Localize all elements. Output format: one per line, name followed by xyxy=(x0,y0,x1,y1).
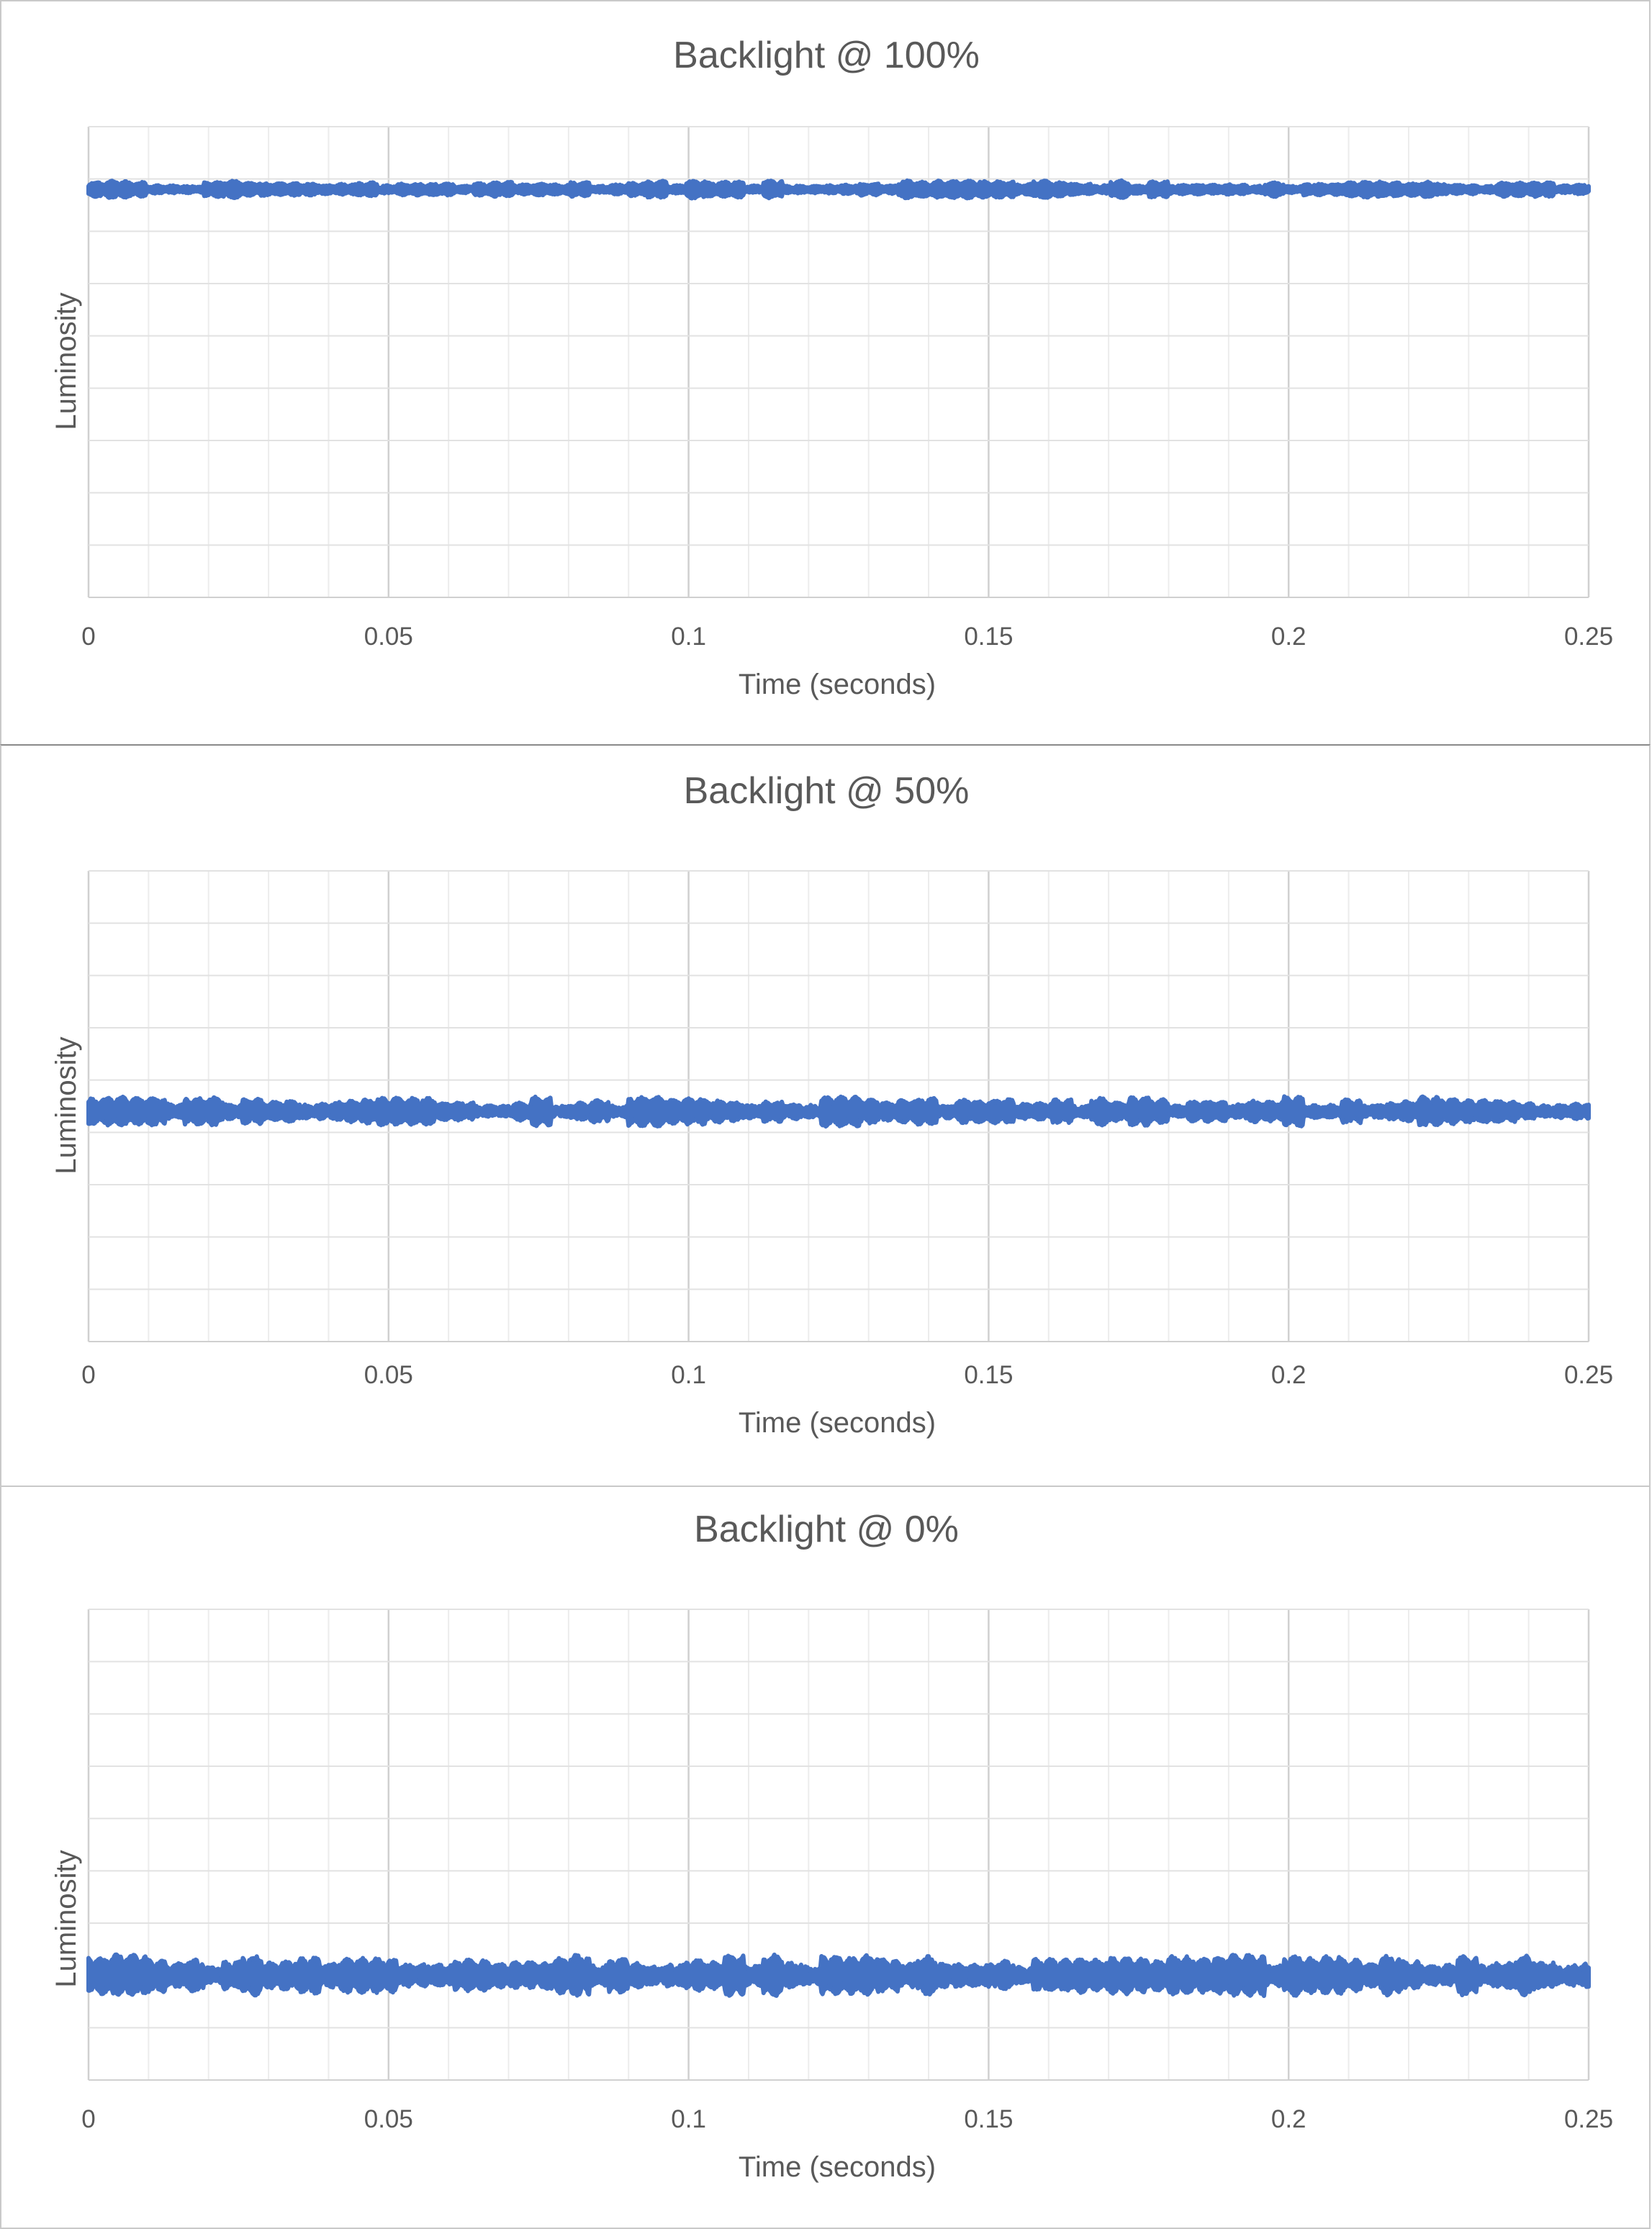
chart-panel-0: Backlight @ 0% 0 0.05 0.1 0.15 0.2 0.25 Time … xyxy=(0,1486,1651,2229)
x-axis-title: Time (seconds) xyxy=(739,1407,936,1439)
x-tick-label: 0.25 xyxy=(1564,1361,1613,1389)
chart-svg: Backlight @ 0% 0 0.05 0.1 0.15 0.2 0.25 Time … xyxy=(50,1509,1613,2183)
x-tick-label: 0.25 xyxy=(1564,623,1613,651)
y-axis-title: Luminosity xyxy=(50,292,82,430)
chart-panel-50: Backlight @ 50% 0 0.05 0.1 0.15 0.2 0.25 Time… xyxy=(0,744,1651,1487)
chart-title: Backlight @ 50% xyxy=(684,770,970,812)
luminosity-series xyxy=(86,178,1591,201)
y-axis-title: Luminosity xyxy=(50,1036,82,1174)
luminosity-series xyxy=(86,1094,1591,1129)
x-tick-label: 0.2 xyxy=(1271,2105,1306,2133)
x-tick-label: 0.15 xyxy=(964,2105,1013,2133)
chart-title: Backlight @ 100% xyxy=(673,35,980,76)
chart-title: Backlight @ 0% xyxy=(694,1509,959,1550)
x-tick-label: 0.2 xyxy=(1271,1361,1306,1389)
x-axis-title: Time (seconds) xyxy=(739,669,936,700)
x-axis-title: Time (seconds) xyxy=(739,2151,936,2183)
luminosity-series xyxy=(86,1952,1591,1999)
chart-svg: Backlight @ 50% 0 0.05 0.1 0.15 0.2 0.25 Time… xyxy=(50,770,1613,1439)
x-tick-label: 0 xyxy=(81,1361,95,1389)
x-tick-label: 0 xyxy=(81,2105,95,2133)
x-tick-label: 0.1 xyxy=(671,623,706,651)
x-tick-label: 0.05 xyxy=(364,623,413,651)
x-tick-label: 0 xyxy=(81,623,95,651)
chart-panel-100: Backlight @ 100% 0 0.05 0.1 0.15 0.2 0.25 Tim… xyxy=(0,0,1651,746)
x-tick-label: 0.05 xyxy=(364,2105,413,2133)
x-tick-label: 0.25 xyxy=(1564,2105,1613,2133)
x-tick-label: 0.1 xyxy=(671,1361,706,1389)
x-tick-label: 0.15 xyxy=(964,1361,1013,1389)
chart-svg: Backlight @ 100% 0 0.05 0.1 0.15 0.2 0.25 Tim… xyxy=(50,35,1613,700)
x-tick-label: 0.1 xyxy=(671,2105,706,2133)
y-axis-title: Luminosity xyxy=(50,1850,82,1987)
x-tick-label: 0.05 xyxy=(364,1361,413,1389)
x-tick-label: 0.2 xyxy=(1271,623,1306,651)
x-tick-label: 0.15 xyxy=(964,623,1013,651)
